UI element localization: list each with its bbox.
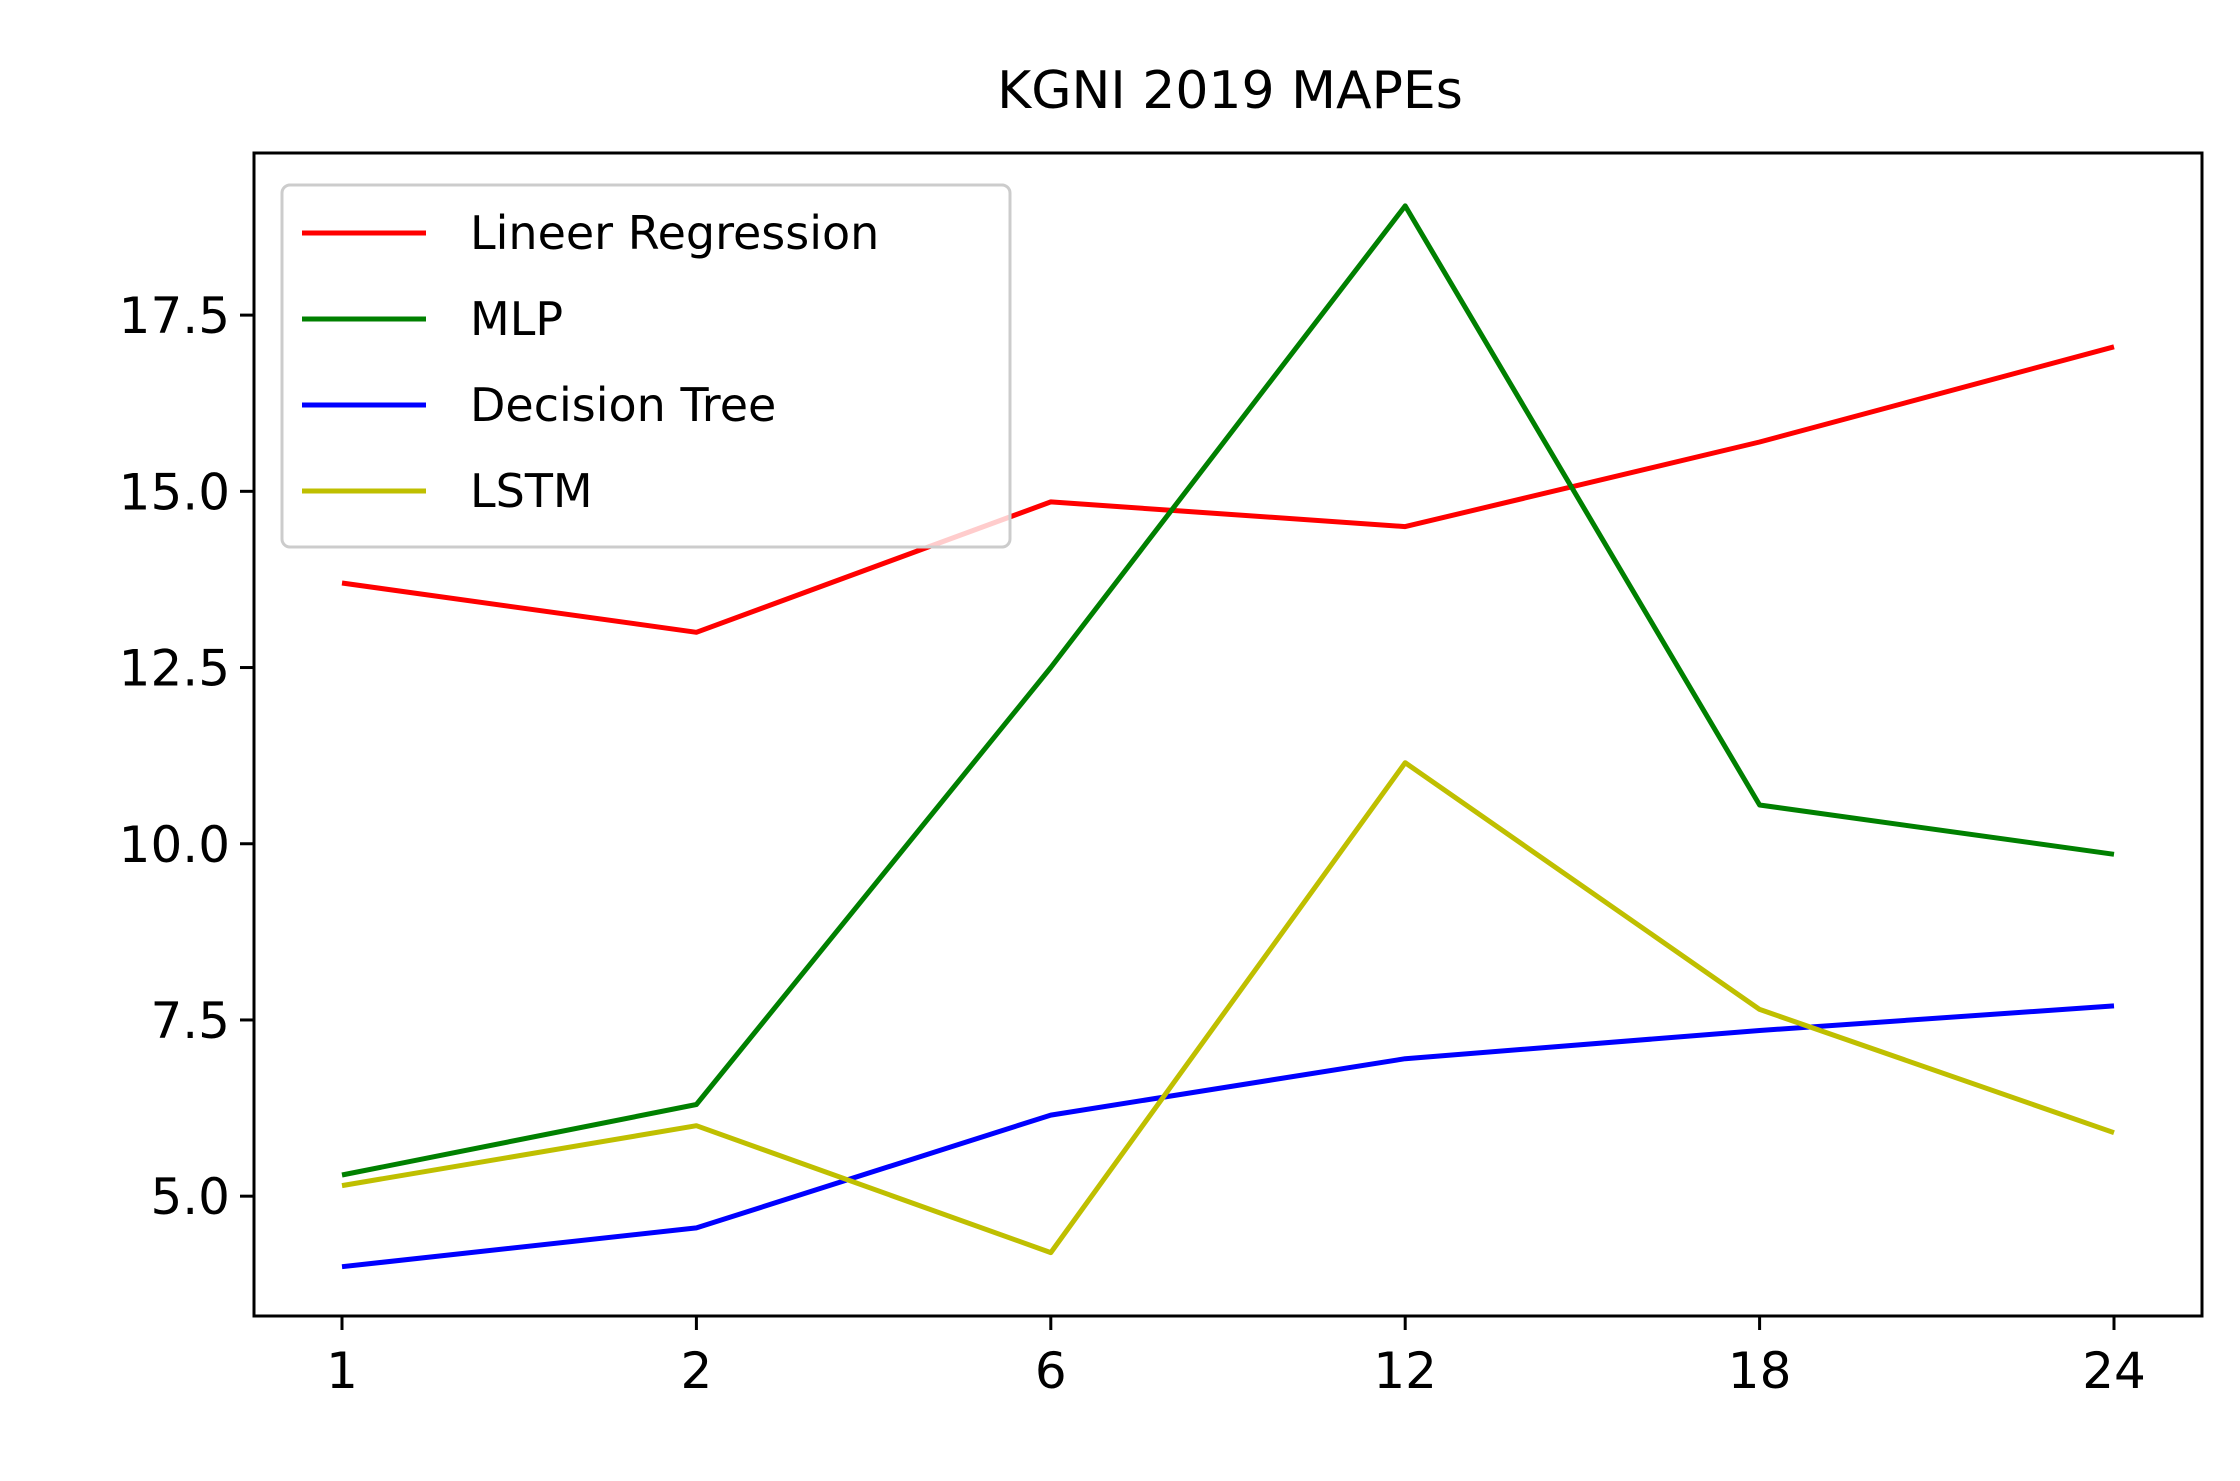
y-tick-label: 15.0 — [119, 463, 230, 521]
x-axis: 1 2 6 12 18 24 — [326, 1316, 2146, 1400]
series-line-decision-tree — [341, 1003, 2115, 1270]
x-tick-label: 18 — [1728, 1342, 1792, 1400]
y-tick-label: 12.5 — [119, 640, 230, 698]
legend-label: LSTM — [470, 464, 593, 518]
series-line-lstm — [341, 760, 2115, 1256]
y-tick-label: 10.0 — [119, 816, 230, 874]
y-tick-label: 5.0 — [150, 1168, 230, 1226]
x-tick-label: 24 — [2082, 1342, 2146, 1400]
x-tick-label: 2 — [680, 1342, 712, 1400]
x-tick-label: 12 — [1373, 1342, 1437, 1400]
series-layer — [341, 203, 2115, 1270]
legend-label: Decision Tree — [470, 378, 776, 432]
series-line-mlp — [341, 203, 2115, 1178]
legend-box — [280, 183, 1012, 549]
y-tick-label: 17.5 — [119, 287, 230, 345]
y-tick-label: 7.5 — [150, 992, 230, 1050]
y-axis: 5.0 7.5 10.0 12.5 15.0 17.5 — [119, 287, 254, 1226]
chart-title: KGNI 2019 MAPEs — [997, 61, 1463, 121]
plot-frame — [252, 151, 2204, 1318]
legend-label: MLP — [470, 292, 563, 346]
x-tick-label: 6 — [1035, 1342, 1067, 1400]
legend-label: Lineer Regression — [470, 206, 879, 260]
legend: Lineer Regression MLP Decision Tree LSTM — [280, 183, 1012, 549]
series-line-lineer-regression — [341, 344, 2115, 635]
x-tick-label: 1 — [326, 1342, 358, 1400]
